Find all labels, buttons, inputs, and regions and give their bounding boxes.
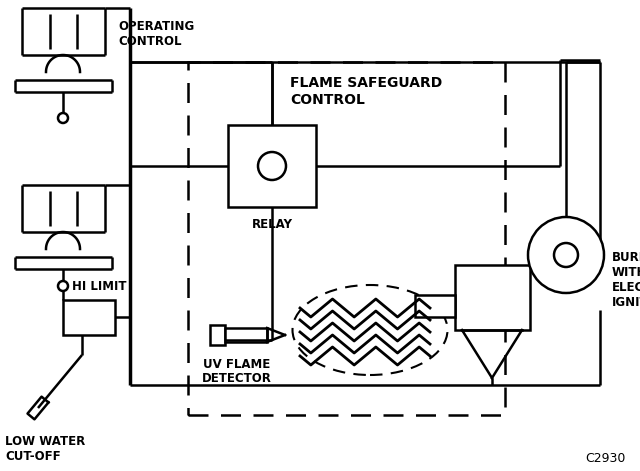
Bar (188, 62, 505, 415)
Bar (415, 295, 455, 317)
Circle shape (258, 152, 286, 180)
Text: CONTROL: CONTROL (290, 93, 365, 107)
Circle shape (58, 113, 68, 123)
Circle shape (58, 281, 68, 291)
Text: OPERATING
CONTROL: OPERATING CONTROL (118, 20, 195, 48)
Bar (455, 265, 530, 330)
Text: LOW WATER
CUT-OFF: LOW WATER CUT-OFF (5, 435, 85, 463)
Bar (63, 300, 115, 335)
Text: BURNER
WITH
ELECTRIC
IGNITION: BURNER WITH ELECTRIC IGNITION (612, 251, 640, 309)
Circle shape (528, 217, 604, 293)
Text: UV FLAME: UV FLAME (204, 358, 271, 372)
Text: DETECTOR: DETECTOR (202, 372, 272, 384)
Circle shape (554, 243, 578, 267)
Text: FLAME SAFEGUARD: FLAME SAFEGUARD (290, 76, 442, 90)
Text: C2930: C2930 (585, 452, 625, 464)
Text: RELAY: RELAY (252, 219, 292, 232)
Text: HI LIMIT: HI LIMIT (72, 279, 127, 292)
Bar (228, 125, 316, 207)
Bar (210, 325, 225, 345)
Bar (225, 328, 267, 342)
